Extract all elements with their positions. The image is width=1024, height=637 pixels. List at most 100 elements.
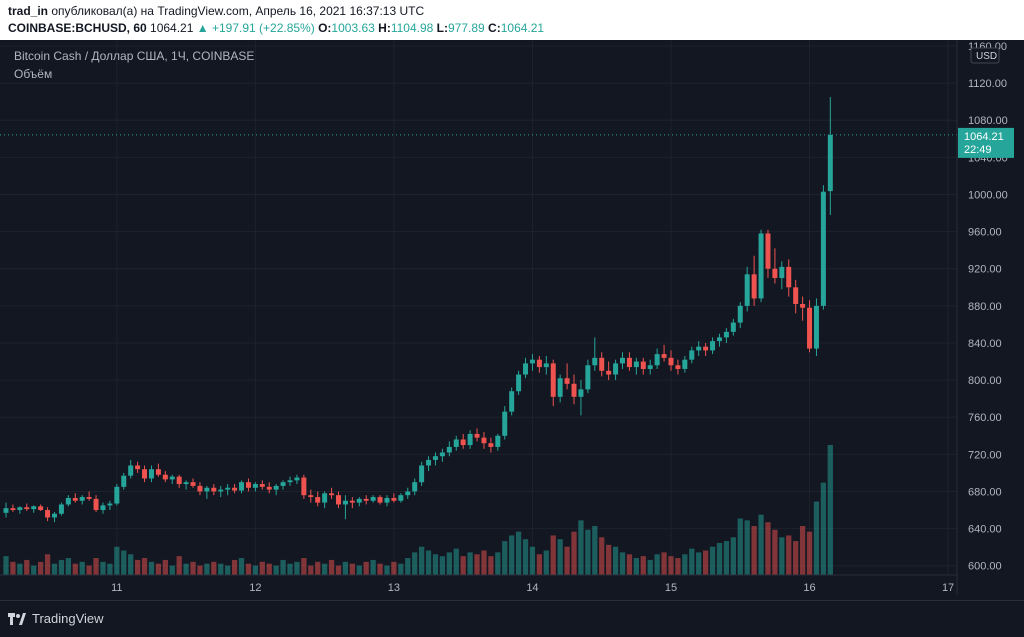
volume-bar bbox=[225, 565, 231, 575]
candle-body bbox=[557, 378, 563, 397]
candle-body bbox=[820, 191, 826, 306]
candle-body bbox=[391, 497, 397, 501]
candle-body bbox=[225, 487, 231, 490]
volume-bar bbox=[585, 529, 591, 575]
candle-body bbox=[197, 485, 203, 492]
candle-body bbox=[807, 307, 813, 349]
volume-bar bbox=[702, 550, 709, 575]
candle-body bbox=[142, 469, 148, 479]
candle-body bbox=[571, 383, 577, 397]
volume-legend: Объём bbox=[14, 67, 53, 81]
volume-bar bbox=[204, 563, 210, 575]
candle-body bbox=[176, 476, 182, 485]
volume-bar bbox=[772, 529, 778, 575]
info-header: trad_in опубликовал(а) на TradingView.co… bbox=[0, 0, 1024, 40]
candlestick-chart[interactable]: 600.00 640.00 680.00 720.00 760.00 800.00 840.… bbox=[0, 40, 1024, 606]
candle-body bbox=[322, 493, 328, 503]
candle-body bbox=[273, 485, 279, 490]
volume-bar bbox=[786, 535, 792, 575]
candle-body bbox=[155, 469, 161, 475]
chart-area[interactable]: 600.00 640.00 680.00 720.00 760.00 800.00 840.… bbox=[0, 40, 1024, 606]
volume-bar bbox=[308, 565, 314, 575]
candle-body bbox=[654, 354, 660, 366]
volume-bar bbox=[460, 556, 466, 575]
candle-body bbox=[336, 495, 341, 505]
volume-bar bbox=[294, 561, 300, 575]
candle-body bbox=[363, 498, 369, 501]
volume-bar bbox=[599, 537, 605, 575]
volume-bar bbox=[793, 541, 799, 575]
volume-bar bbox=[114, 546, 120, 575]
candle-body bbox=[751, 274, 757, 299]
candle-body bbox=[349, 500, 355, 503]
candle-body bbox=[58, 504, 64, 514]
time-tick-label: 11 bbox=[111, 582, 122, 594]
candle-body bbox=[800, 304, 806, 308]
volume-bar bbox=[689, 548, 695, 575]
footer: TradingView bbox=[0, 600, 1024, 637]
low-value: 977.89 bbox=[448, 21, 485, 35]
candle-body bbox=[758, 233, 764, 299]
volume-bar bbox=[377, 563, 383, 575]
candle-body bbox=[523, 363, 529, 375]
volume-bar bbox=[342, 561, 349, 575]
time-tick-label: 13 bbox=[388, 582, 400, 594]
time-tick-label: 14 bbox=[526, 582, 538, 594]
candle-body bbox=[370, 497, 376, 501]
volume-bar bbox=[827, 445, 833, 575]
volume-bar bbox=[481, 550, 487, 575]
volume-bar bbox=[737, 518, 743, 575]
volume-bar bbox=[522, 539, 529, 575]
candle-body bbox=[467, 433, 473, 446]
volume-bar bbox=[280, 559, 286, 575]
volume-bar bbox=[439, 556, 446, 575]
volume-bar bbox=[474, 554, 480, 575]
volume-bar bbox=[335, 565, 342, 575]
volume-bar bbox=[536, 554, 543, 575]
price-tick-label: 800.00 bbox=[968, 375, 1002, 387]
price-tick-label: 1000.00 bbox=[968, 189, 1008, 201]
author-name[interactable]: trad_in bbox=[8, 4, 49, 18]
candle-body bbox=[675, 365, 681, 369]
brand-name[interactable]: TradingView bbox=[32, 611, 104, 626]
candle-body bbox=[716, 337, 722, 342]
volume-bar bbox=[813, 501, 820, 575]
time-tick-label: 15 bbox=[665, 582, 677, 594]
volume-bar bbox=[730, 537, 736, 575]
candle-body bbox=[86, 497, 92, 499]
candle-body bbox=[516, 374, 522, 392]
volume-bar bbox=[488, 556, 494, 575]
volume-bar bbox=[432, 554, 439, 575]
volume-bar bbox=[328, 559, 335, 575]
volume-bar bbox=[661, 552, 667, 575]
candle-body bbox=[204, 487, 210, 492]
price-tick-label: 960.00 bbox=[968, 227, 1002, 239]
last-price: 1064.21 bbox=[150, 21, 194, 35]
candle-body bbox=[93, 498, 99, 511]
candle-body bbox=[342, 500, 348, 505]
volume-bar bbox=[509, 535, 515, 575]
candle-body bbox=[72, 497, 78, 501]
volume-bar bbox=[640, 556, 646, 575]
candle-body bbox=[592, 357, 598, 366]
candle-body bbox=[439, 452, 445, 457]
candle-body bbox=[128, 465, 134, 476]
candle-body bbox=[682, 359, 688, 369]
series-legend: Bitcoin Cash / Доллар США, 1Ч, COINBASE bbox=[14, 49, 255, 63]
volume-bar bbox=[79, 561, 85, 575]
volume-bar bbox=[765, 522, 771, 575]
volume-bar bbox=[578, 520, 584, 575]
candle-body bbox=[107, 503, 113, 506]
high-label: H: bbox=[378, 21, 391, 35]
candle-body bbox=[114, 486, 120, 504]
currency-label: USD bbox=[976, 51, 997, 62]
candle-body bbox=[329, 493, 335, 496]
volume-bar bbox=[162, 559, 168, 575]
candle-body bbox=[294, 477, 300, 481]
candle-body bbox=[446, 446, 452, 453]
candle-body bbox=[239, 482, 245, 491]
candle-body bbox=[710, 341, 716, 351]
ohlc-line: COINBASE:BCHUSD, 60 1064.21 ▲ +197.91 (+… bbox=[8, 21, 544, 35]
candle-body bbox=[218, 489, 224, 492]
candle-body bbox=[509, 391, 515, 412]
